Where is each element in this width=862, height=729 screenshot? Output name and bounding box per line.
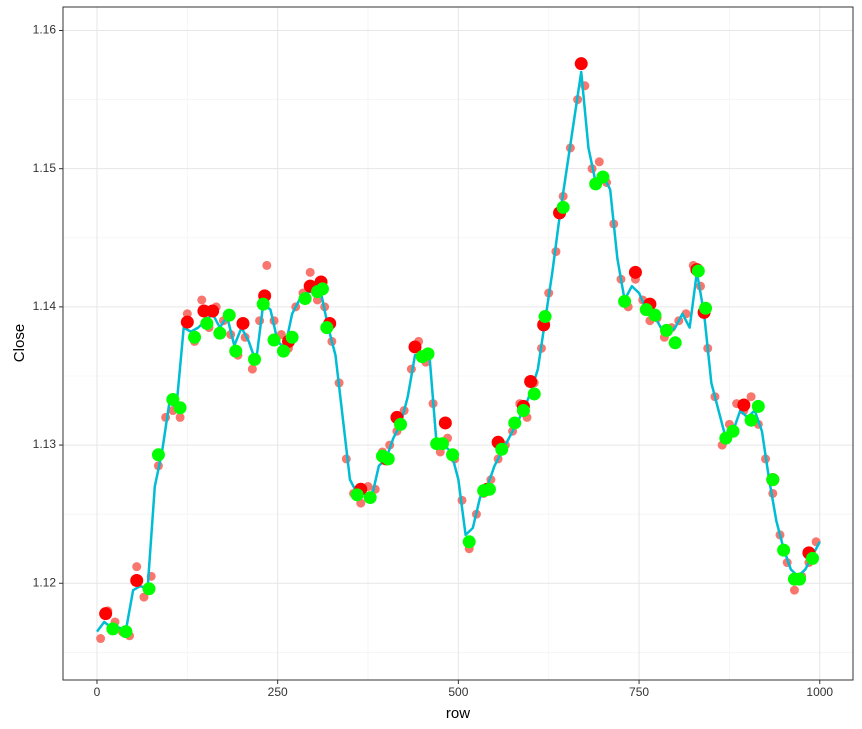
point [320,321,334,335]
point [188,330,202,344]
point [737,398,751,412]
y-tick-label: 1.14 [33,299,57,313]
point [173,401,187,415]
y-axis-title: Close [11,324,28,362]
point [315,282,329,296]
point [132,562,142,572]
smooth-line [95,70,821,633]
point [106,622,120,636]
point [777,543,791,557]
point [806,551,820,565]
point [262,260,272,270]
point [256,297,270,311]
point [236,316,250,330]
point [594,157,604,167]
point [229,344,243,358]
point [482,482,496,496]
point [213,326,227,340]
point [438,416,452,430]
point [197,295,207,305]
point [421,347,435,361]
point [381,452,395,466]
point [206,304,220,318]
point [574,57,588,71]
point [363,491,377,505]
point [648,308,662,322]
point [789,585,799,595]
point [285,330,299,344]
point [527,387,541,401]
point [744,413,758,427]
point [628,265,642,279]
point [691,264,705,278]
x-tick-label: 250 [268,685,288,699]
point [516,404,530,418]
point [538,310,552,324]
point [495,442,509,456]
point [119,625,133,639]
point [508,416,522,430]
x-tick-label: 1000 [806,685,833,699]
point [596,170,610,184]
point [267,333,281,347]
point [751,399,765,413]
point [699,301,713,315]
point [130,574,144,588]
point [247,364,257,374]
point [200,316,214,330]
point [435,437,449,451]
x-tick-label: 500 [448,685,468,699]
point [139,592,149,602]
point [248,352,262,366]
point [96,634,106,644]
point [151,448,165,462]
axes: 0 250 500 750 1000 1.12 1.13 1.14 1.15 1.16 [33,23,834,700]
y-tick-label: 1.12 [33,575,57,589]
point [793,572,807,586]
point [180,315,194,329]
point [462,535,476,549]
point [305,267,315,277]
point [766,473,780,487]
point [175,412,185,422]
point [142,582,156,596]
point [408,340,422,354]
point [394,417,408,431]
point [746,392,756,402]
point [446,448,460,462]
x-tick-label: 0 [94,685,101,699]
y-tick-label: 1.13 [33,437,57,451]
point [660,323,674,337]
y-tick-label: 1.16 [33,23,57,37]
point [99,607,113,621]
point [524,375,538,389]
point [276,344,290,358]
marks [95,57,821,644]
point [222,308,236,322]
point [726,424,740,438]
point [298,292,312,306]
x-axis-title: row [446,705,470,722]
y-tick-label: 1.15 [33,161,57,175]
point [350,488,364,502]
point [618,294,632,308]
point [668,336,682,350]
x-tick-label: 750 [629,685,649,699]
point [556,200,570,214]
